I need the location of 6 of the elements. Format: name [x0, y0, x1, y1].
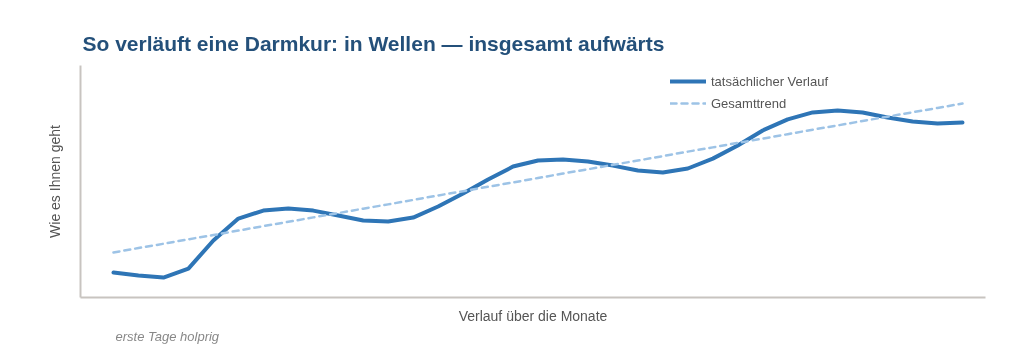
y-axis-title: Wie es Ihnen geht	[46, 124, 63, 238]
legend-label: Gesamttrend	[711, 95, 787, 111]
legend-label: tatsächlicher Verlauf	[711, 73, 829, 89]
text: erste Tage holprig	[115, 328, 220, 344]
chart-title: So verläuft eine Darmkur: in Wellen — insgesamt aufwärts	[82, 31, 665, 55]
x-axis-title: Verlauf über die Monate	[458, 307, 608, 324]
